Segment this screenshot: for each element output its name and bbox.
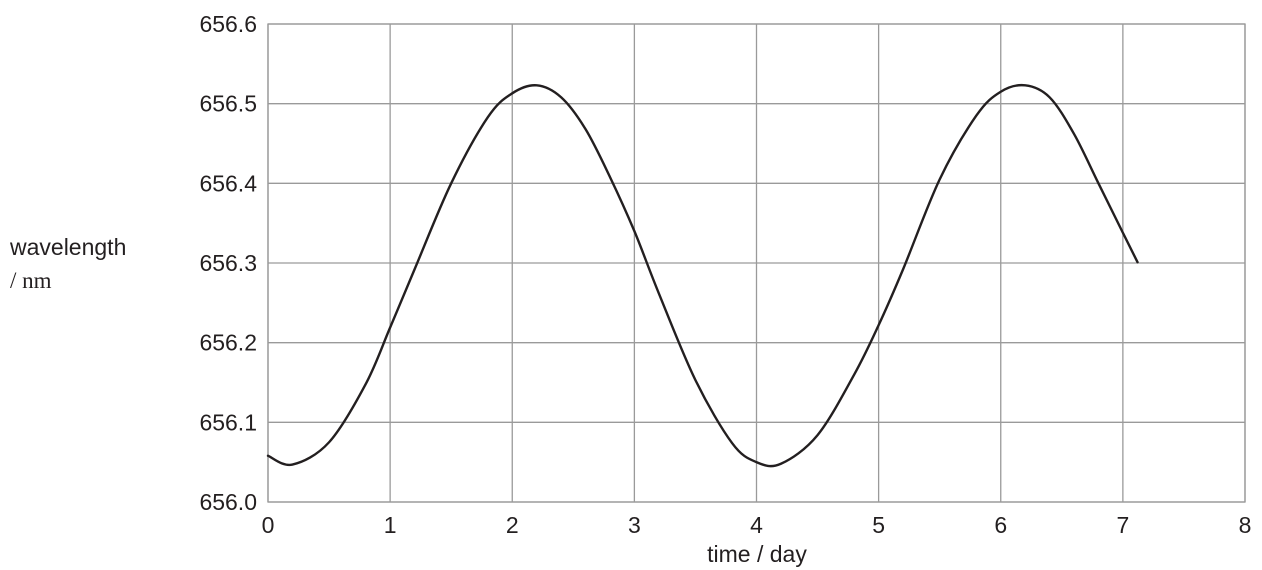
x-axis-label: time / day: [707, 541, 807, 567]
x-tick-label: 5: [872, 512, 885, 538]
x-tick-label: 4: [750, 512, 763, 538]
x-tick-label: 8: [1239, 512, 1252, 538]
x-tick-label: 6: [994, 512, 1007, 538]
x-tick-label: 7: [1116, 512, 1129, 538]
grid: [267, 23, 1246, 503]
y-tick-label: 656.2: [199, 330, 257, 356]
y-tick-label: 656.4: [199, 170, 257, 196]
y-tick-label: 656.1: [199, 409, 257, 435]
wavelength-curve: [266, 83, 1139, 468]
curve-layer: [266, 83, 1139, 468]
y-axis-label: wavelength: [9, 234, 126, 260]
x-tick-label: 3: [628, 512, 641, 538]
y-tick-label: 656.5: [199, 91, 257, 117]
x-tick-label: 0: [262, 512, 275, 538]
y-tick-label: 656.3: [199, 250, 257, 276]
y-tick-label: 656.6: [199, 11, 257, 37]
x-tick-label: 1: [384, 512, 397, 538]
y-tick-labels: 656.0 656.1 656.2 656.3 656.4 656.5 656.6: [199, 11, 257, 515]
plot-frame: [267, 23, 1246, 503]
x-tick-label: 2: [506, 512, 519, 538]
y-axis-unit: / nm: [10, 268, 52, 293]
x-tick-labels: 0 1 2 3 4 5 6 7 8: [262, 512, 1252, 538]
y-tick-label: 656.0: [199, 489, 257, 515]
